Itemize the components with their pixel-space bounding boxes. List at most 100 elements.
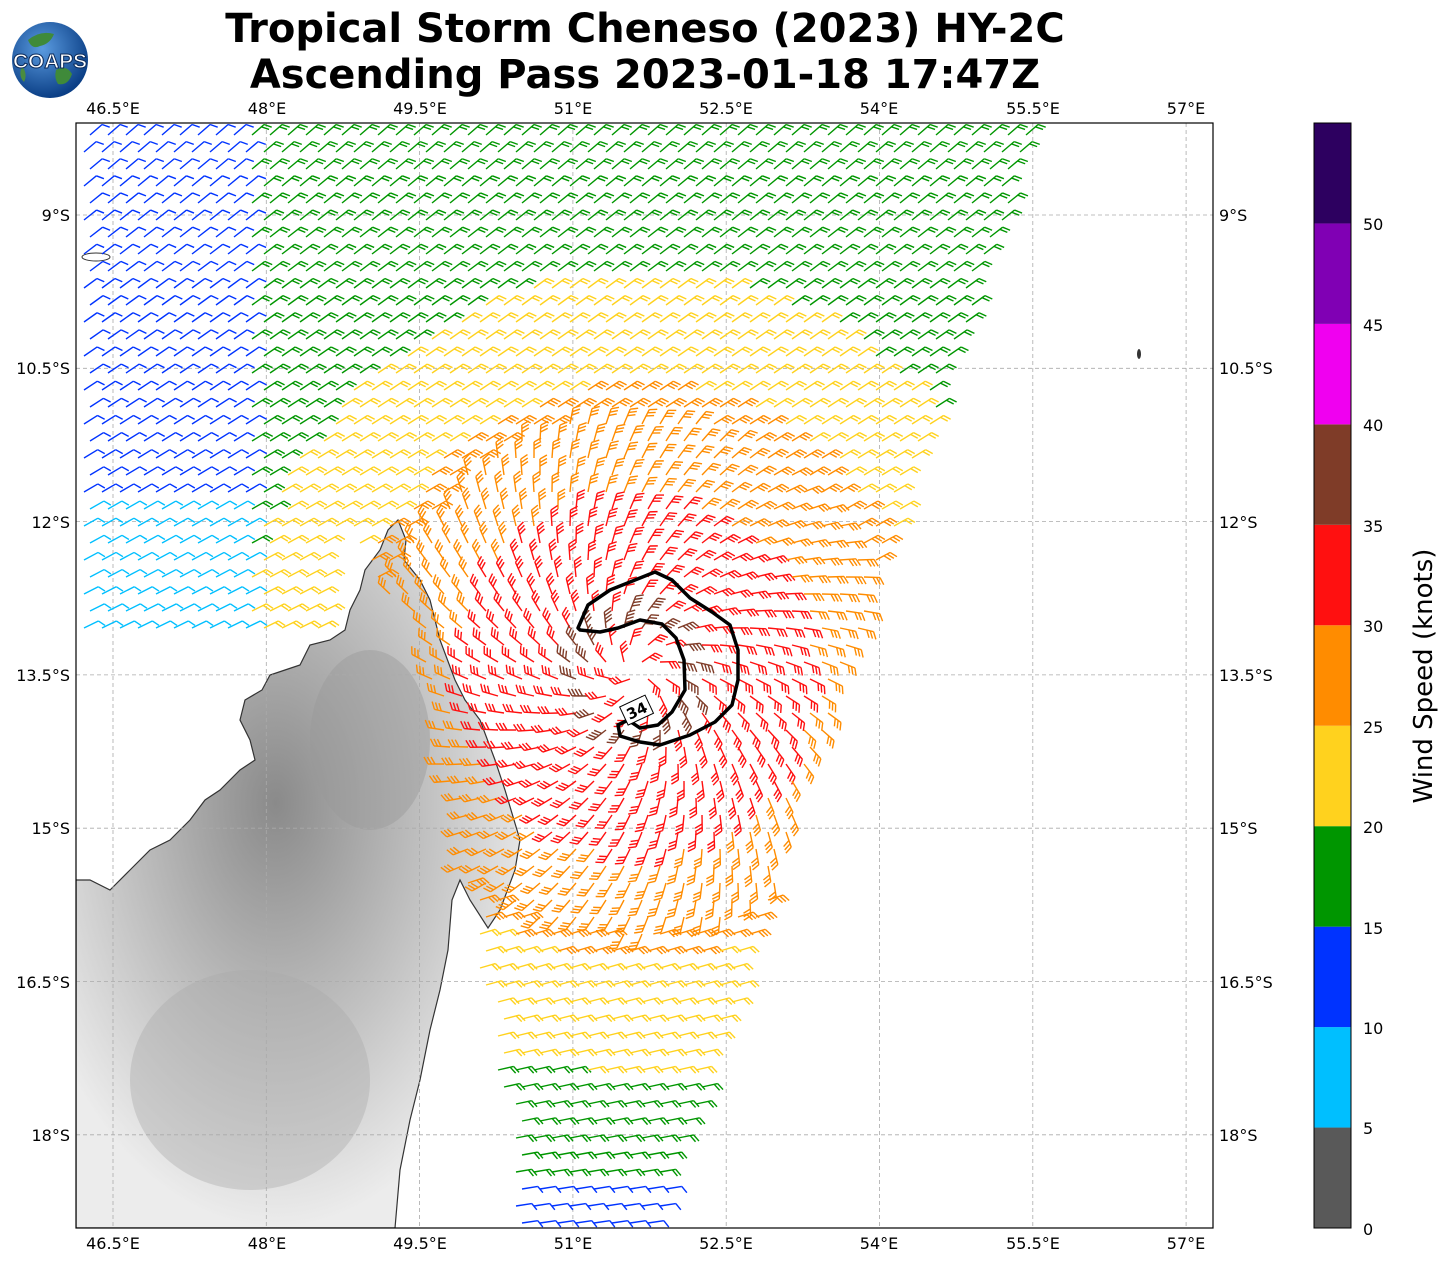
wind-barb <box>893 175 915 187</box>
wind-barb <box>803 175 825 187</box>
island <box>81 252 111 262</box>
wind-barb <box>233 260 255 272</box>
wind-barb <box>809 226 831 238</box>
wind-barb <box>587 140 608 153</box>
wind-barb <box>461 175 483 187</box>
wind-barb <box>449 158 471 170</box>
wind-barb <box>593 192 615 204</box>
wind-barb <box>245 175 267 187</box>
wind-barb <box>731 243 753 255</box>
wind-barb <box>701 158 723 170</box>
wind-barb <box>893 277 915 289</box>
wind-barb <box>155 277 177 289</box>
wind-barb <box>245 209 267 221</box>
lat-label: 12°S <box>31 513 70 532</box>
wind-barb <box>335 277 357 289</box>
wind-barb <box>89 192 111 204</box>
wind-barb <box>215 226 237 238</box>
wind-barb <box>845 123 866 136</box>
wind-barb <box>785 209 807 221</box>
wind-barb <box>179 123 200 136</box>
wind-barb <box>161 123 182 136</box>
wind-barb <box>971 158 993 170</box>
wind-barb <box>803 140 824 153</box>
wind-barb <box>827 158 849 170</box>
wind-barb <box>413 158 435 170</box>
globe-logo-icon <box>12 22 88 98</box>
wind-barb <box>857 277 879 289</box>
wind-barb <box>557 226 579 238</box>
wind-barb <box>395 226 417 238</box>
wind-barb <box>791 123 812 136</box>
wind-barb <box>485 260 507 272</box>
wind-barb <box>173 243 195 255</box>
lon-label: 54°E <box>860 99 898 118</box>
lat-labels-right: 9°S 10.5°S 12°S 13.5°S 15°S 16.5°S 18°S <box>1219 206 1273 1145</box>
wind-barb <box>461 140 482 153</box>
wind-barb <box>989 226 1011 238</box>
wind-barb <box>443 175 465 187</box>
colorbar-bin <box>1314 926 1351 1028</box>
wind-barb <box>947 175 969 187</box>
wind-barb <box>551 209 573 221</box>
wind-barb <box>539 226 561 238</box>
wind-barb <box>767 243 789 255</box>
wind-barb <box>281 209 303 221</box>
wind-barb <box>497 209 519 221</box>
wind-barb <box>389 277 411 289</box>
wind-barb <box>317 175 339 187</box>
wind-barb <box>683 192 705 204</box>
wind-barb <box>971 226 993 238</box>
wind-barb <box>359 158 381 170</box>
wind-barb <box>305 158 327 170</box>
wind-barb <box>107 192 129 204</box>
wind-barb <box>107 226 129 238</box>
wind-barb <box>773 123 794 136</box>
wind-barb <box>245 277 267 289</box>
wind-barb <box>611 226 633 238</box>
wind-barb <box>521 158 543 170</box>
wind-barb <box>827 192 849 204</box>
wind-barb <box>485 158 507 170</box>
wind-barb <box>641 209 663 221</box>
wind-barb <box>683 260 705 272</box>
wind-barb <box>611 158 633 170</box>
wind-barb <box>359 226 381 238</box>
wind-barb <box>935 226 957 238</box>
wind-barb <box>575 226 597 238</box>
wind-barb <box>443 209 465 221</box>
wind-barb <box>659 175 681 187</box>
wind-barb <box>569 175 591 187</box>
wind-barb <box>497 243 519 255</box>
wind-barb <box>443 140 464 153</box>
colorbar-bin <box>1314 524 1351 626</box>
wind-barb <box>479 277 501 289</box>
wind-barb <box>341 123 362 136</box>
wind-barb <box>515 175 537 187</box>
wind-barb <box>881 123 902 136</box>
lon-labels-top: 46.5°E 48°E 49.5°E 51°E 52.5°E 54°E 55.5… <box>86 99 1205 118</box>
wind-barb <box>821 175 843 187</box>
wind-barb <box>533 175 555 187</box>
wind-barb <box>893 243 915 255</box>
wind-barb <box>935 260 957 272</box>
wind-barb <box>353 243 375 255</box>
wind-barb <box>809 192 831 204</box>
wind-barb <box>863 226 885 238</box>
wind-barb <box>929 243 951 255</box>
wind-barb <box>893 209 915 221</box>
wind-barb <box>209 175 231 187</box>
wind-barb <box>719 226 741 238</box>
colorbar-bin <box>1314 826 1351 927</box>
wind-barb <box>875 243 897 255</box>
wind-barb <box>899 158 921 170</box>
wind-barb <box>413 226 435 238</box>
wind-barb <box>83 175 105 187</box>
wind-barb <box>407 277 429 289</box>
wind-barb <box>299 243 321 255</box>
wind-barb <box>893 140 914 153</box>
colorbar-tick-label: 30 <box>1363 617 1383 636</box>
wind-barb <box>989 192 1011 204</box>
wind-barb <box>911 243 933 255</box>
wind-barb <box>173 209 195 221</box>
